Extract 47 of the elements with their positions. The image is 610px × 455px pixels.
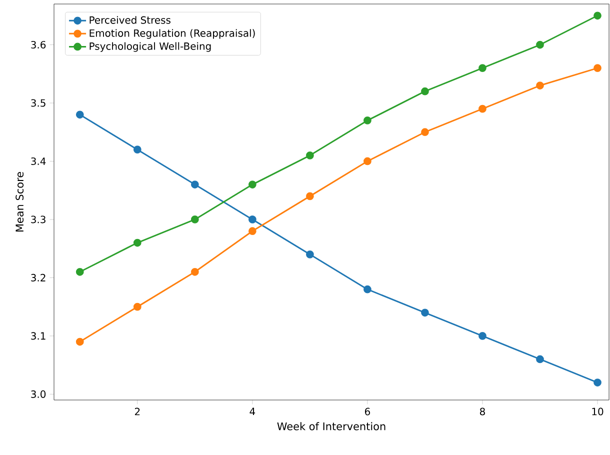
point [76, 338, 84, 346]
y-tick-label: 3.5 [31, 99, 46, 107]
point [421, 87, 429, 96]
point [421, 308, 429, 317]
point [306, 192, 314, 200]
x-tick-label: 10 [592, 408, 604, 416]
point [133, 302, 142, 311]
point [133, 146, 142, 154]
legend-label: Emotion Regulation (Reappraisal) [90, 29, 255, 39]
x-tick-label: 8 [480, 408, 485, 416]
point [594, 64, 602, 72]
point [364, 116, 372, 124]
point [364, 157, 372, 166]
point [248, 180, 256, 188]
x-tick-label: 6 [364, 408, 370, 416]
point [76, 268, 84, 276]
point [536, 40, 544, 49]
point [248, 227, 256, 236]
point [306, 151, 314, 160]
point [133, 238, 142, 247]
legend-label: Psychological Well-Being [90, 42, 211, 52]
point [190, 268, 199, 276]
y-tick-label: 3.4 [31, 157, 46, 165]
y-tick-label: 3.6 [31, 40, 46, 49]
point [478, 332, 486, 340]
x-tick-label: 2 [134, 408, 140, 416]
x-axis-title: Week of Intervention [277, 422, 386, 430]
point [594, 378, 602, 386]
point [190, 216, 199, 224]
y-tick-label: 3.2 [31, 274, 46, 282]
point [248, 216, 256, 224]
y-tick-label: 3.3 [31, 216, 46, 224]
point [364, 285, 372, 294]
point [306, 250, 314, 258]
point [478, 104, 486, 113]
point [594, 12, 602, 20]
point [190, 180, 199, 188]
point [478, 64, 486, 72]
point [536, 355, 544, 364]
point [76, 110, 84, 119]
point [536, 82, 544, 90]
point [421, 128, 429, 136]
y-axis-title: Mean Score [16, 172, 24, 232]
y-tick-label: 3.1 [31, 332, 46, 340]
legend-label: Perceived Stress [90, 16, 170, 24]
y-tick-label: 3.0 [31, 390, 46, 398]
x-tick-label: 4 [250, 408, 256, 416]
